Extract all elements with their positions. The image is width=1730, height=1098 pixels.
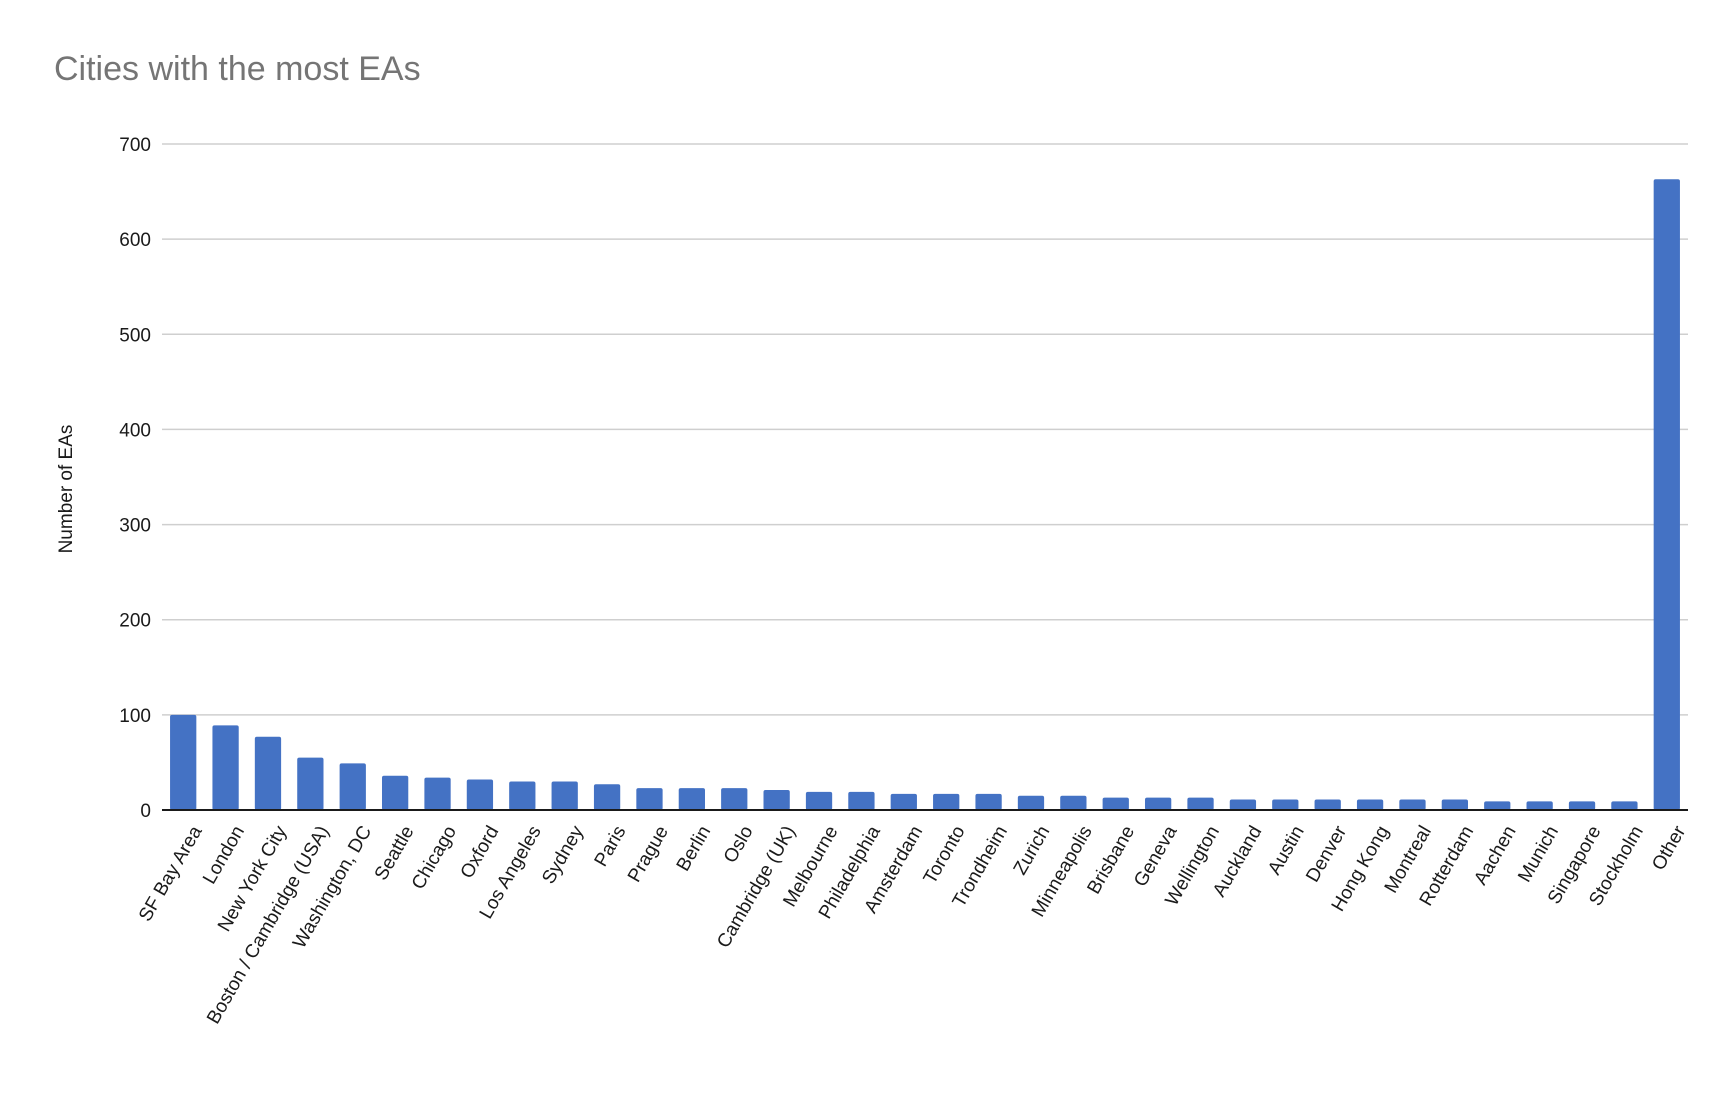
- x-tick-label: Oxford: [457, 822, 504, 882]
- bar: [593, 784, 621, 810]
- x-tick-label: Aachen: [1470, 822, 1520, 888]
- x-tick-label: Paris: [591, 822, 631, 870]
- bar: [1017, 795, 1045, 810]
- bar: [1653, 179, 1680, 810]
- y-tick-label: 400: [119, 420, 151, 441]
- bar: [1060, 795, 1087, 810]
- x-tick-label: Austin: [1264, 822, 1309, 878]
- y-tick-label: 700: [119, 135, 151, 156]
- bar: [933, 793, 960, 810]
- bar: [1399, 799, 1426, 810]
- y-tick-labels: 0 100 200 300 400 500 600 700: [119, 135, 151, 822]
- bar: [1568, 801, 1596, 810]
- bars: [170, 179, 1680, 810]
- bar: [1314, 799, 1341, 810]
- bar: [1187, 797, 1214, 810]
- bar: [254, 736, 282, 810]
- bar: [890, 793, 917, 810]
- y-tick-label: 100: [119, 706, 151, 727]
- bar: [466, 779, 494, 810]
- x-tick-label: Prague: [624, 822, 673, 886]
- bar: [1229, 799, 1257, 810]
- bar: [1102, 797, 1129, 810]
- bar: [848, 791, 875, 810]
- bar: [1356, 799, 1384, 810]
- y-tick-label: 300: [119, 516, 151, 537]
- bar: [339, 763, 366, 810]
- bar: [1144, 797, 1172, 810]
- bar: [424, 777, 451, 810]
- bar: [212, 725, 239, 810]
- bar: [721, 788, 748, 810]
- y-axis-label: Number of EAs: [56, 425, 77, 554]
- bar: [1441, 799, 1469, 810]
- bar: [678, 788, 706, 810]
- y-tick-label: 200: [119, 611, 151, 632]
- x-tick-label: SF Bay Area: [135, 822, 207, 925]
- gridlines: [162, 143, 1688, 716]
- y-tick-label: 500: [119, 325, 151, 346]
- bar: [1611, 801, 1638, 810]
- bar: [975, 793, 1002, 810]
- bar: [805, 791, 833, 810]
- bar: [636, 788, 663, 810]
- bar: [763, 790, 790, 810]
- bar: [1484, 801, 1511, 810]
- bar: [170, 714, 197, 810]
- chart-title: Cities with the most EAs: [54, 50, 421, 88]
- x-tick-label: Other: [1648, 822, 1690, 874]
- x-tick-label: Berlin: [673, 822, 715, 875]
- x-tick-label: Oslo: [720, 822, 758, 866]
- bar: [1526, 801, 1553, 810]
- y-tick-label: 0: [140, 801, 151, 822]
- x-tick-label: Zurich: [1010, 822, 1055, 878]
- y-tick-label: 600: [119, 230, 151, 251]
- bar: [551, 781, 578, 810]
- bar: [381, 775, 409, 810]
- bar: [297, 757, 324, 810]
- bar: [1272, 799, 1299, 810]
- bar: [509, 781, 536, 810]
- x-tick-label: Sydney: [538, 822, 588, 888]
